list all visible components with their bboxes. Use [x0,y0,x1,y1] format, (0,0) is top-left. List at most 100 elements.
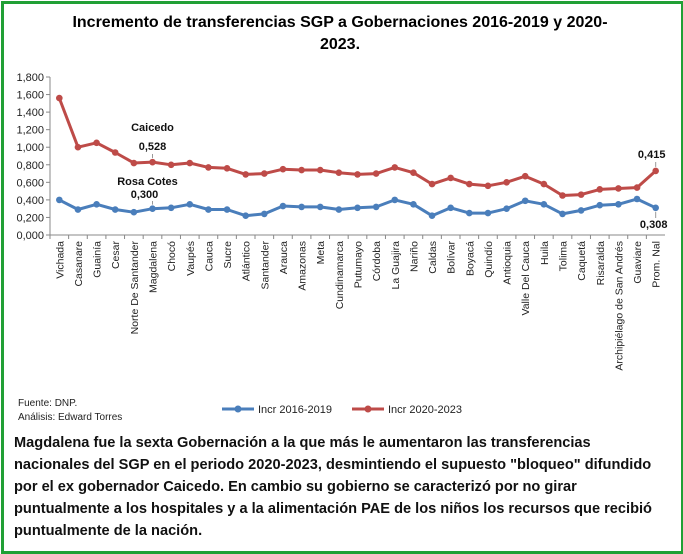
data-point-1 [577,191,585,198]
data-point-1 [633,184,641,191]
data-point-1 [447,174,454,182]
x-tick-label: Valle Del Cauca [520,241,532,316]
data-point-0 [484,209,492,217]
data-point-0 [111,206,119,213]
data-point-1 [652,167,659,175]
data-point-1 [186,159,194,167]
y-tick-label: 0,400 [16,195,44,207]
data-point-0 [428,212,436,219]
y-tick-label: 0,800 [16,160,44,172]
data-point-0 [74,206,82,213]
y-tick-label: 0,000 [16,230,44,242]
x-tick-label: Vaupés [185,241,197,276]
data-point-1 [596,186,604,193]
data-point-0 [242,212,249,219]
data-point-0 [652,204,659,212]
data-point-0 [205,206,212,213]
x-tick-label: Guainía [92,241,104,278]
data-point-0 [540,200,548,208]
analysis-note: Análisis: Edward Torres [18,412,123,423]
y-tick-label: 0,200 [16,212,44,224]
data-point-0 [596,201,604,209]
caption-text: Magdalena fue la sexta Gobernación a la … [14,435,652,539]
data-point-1 [261,170,268,177]
data-point-0 [149,205,156,212]
data-point-1 [354,171,361,178]
x-tick-label: Sucre [222,241,234,269]
annotation-rosa-value: 0,300 [131,189,159,201]
data-point-1 [466,180,473,188]
data-point-0 [633,195,641,203]
x-tick-label: Atlántico [241,241,253,281]
data-point-1 [242,171,249,178]
x-tick-label: Magdalena [148,241,160,293]
data-point-1 [316,166,324,174]
data-point-0 [130,208,138,216]
x-tick-label: Prom. Nal [651,241,663,288]
data-point-0 [410,200,417,208]
y-tick-label: 1,600 [16,90,44,102]
data-point-0 [447,204,454,212]
x-tick-label: Casanare [73,241,85,287]
data-point-1 [503,179,510,186]
x-tick-label: Boyacá [464,241,476,276]
annotation-caicedo-name: Caicedo [131,122,174,134]
x-tick-label: Vichada [54,241,66,279]
x-tick-label: Arauca [278,241,290,274]
x-tick-label: Cauca [203,241,215,272]
data-point-1 [167,161,175,169]
x-tick-label: Tolima [558,241,570,272]
data-point-1 [559,192,566,199]
annotation-nal-2016-value: 0,308 [640,219,668,231]
data-point-0 [521,197,529,205]
x-tick-label: Archipiélago de San Andrés [613,241,625,371]
x-tick-label: Norte De Santander [129,240,141,334]
x-tick-label: Huila [539,241,551,265]
x-tick-label: Guaviare [632,241,644,284]
data-point-1 [56,94,63,102]
data-point-0 [298,203,305,211]
x-tick-label: Caldas [427,241,439,274]
x-tick-labels: Vichada Casanare Guainía Cesar Norte De Sant… [54,240,662,370]
data-point-1 [130,159,138,167]
x-tick-label: La Guajira [390,241,402,290]
data-point-0 [335,206,343,213]
data-point-1 [93,139,100,147]
data-point-0 [354,204,361,212]
x-tick-label: Bolívar [446,241,458,274]
data-point-1 [279,165,287,173]
x-tick-label: Meta [315,241,327,265]
data-point-0 [167,204,175,212]
legend-label-2016-2019: Incr 2016-2019 [258,404,332,416]
y-tick-label: 0,600 [16,177,44,189]
y-tick-labels: 0,000 0,200 0,400 0,600 0,800 1,000 1,200 1,400… [16,72,44,242]
data-point-0 [372,203,380,211]
data-point-0 [391,196,399,204]
data-point-0 [56,196,63,204]
data-point-1 [391,164,399,171]
y-grid [46,76,665,239]
x-tick-label: Cesar [110,241,122,270]
data-point-0 [316,203,324,211]
annotation-caicedo-value: 0,528 [139,141,167,153]
x-tick-label: Antioquia [502,241,514,285]
x-tick-label: Quindío [483,241,495,278]
series-group [56,94,659,219]
annotation-rosa-name: Rosa Cotes [117,176,178,188]
legend-marker-2020-2023 [364,405,372,413]
y-tick-label: 1,200 [16,125,44,137]
data-point-1 [223,164,231,172]
x-tick-label: Caquetá [576,241,588,281]
data-point-1 [111,149,119,156]
x-tick-label: Córdoba [371,241,383,281]
x-tick-label: Cundinamarca [334,241,346,309]
chart-title: Incremento de transferencias SGP a Gober… [72,14,608,53]
data-point-0 [559,210,566,218]
source-note: Fuente: DNP. [18,398,78,409]
data-point-0 [93,200,100,208]
data-point-0 [615,200,622,208]
data-point-1 [484,182,492,190]
x-tick-label: Santander [259,241,271,290]
